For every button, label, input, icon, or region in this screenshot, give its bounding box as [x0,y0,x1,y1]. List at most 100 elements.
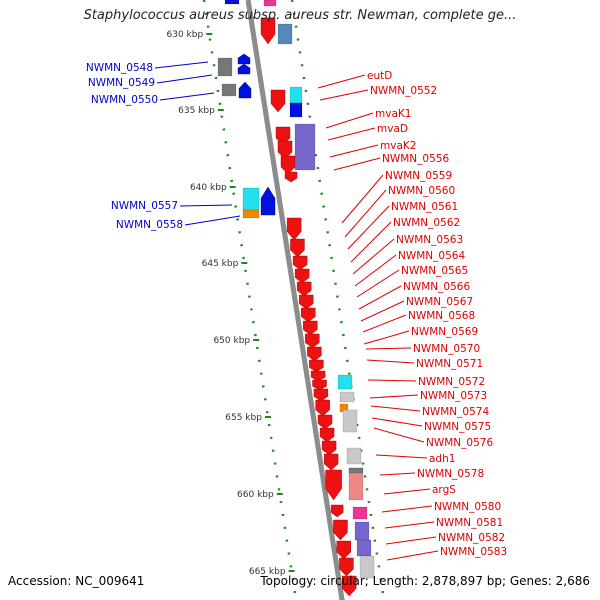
gene-block-light-gray [342,409,358,433]
ruler-tick-label: 645 kbp [202,259,239,269]
reverse-gene-arrow [307,346,322,362]
reverse-gene-label: NWMN_0567 [406,296,473,308]
reverse-gene-arrow [299,294,314,310]
reverse-gene-label: NWMN_0566 [403,281,470,293]
reverse-gene-label: NWMN_0561 [391,201,458,213]
reverse-gene-label: mvaK1 [375,108,411,120]
reverse-gene-arrow [309,359,324,373]
reverse-gene-arrow [315,399,330,417]
forward-gene-arrow [260,186,276,216]
reverse-gene-label: NWMN_0568 [408,310,475,322]
leader-line [358,285,402,310]
forward-gene-arrow [237,63,251,75]
reverse-gene-label: NWMN_0562 [393,217,460,229]
reverse-gene-label: NWMN_0559 [385,170,452,182]
gene-block-steel [277,23,293,45]
reverse-gene-arrow [333,519,348,541]
reverse-gene-arrow [313,388,329,402]
reverse-gene-label: NWMN_0563 [396,234,463,246]
reverse-gene-label: NWMN_0564 [398,250,465,262]
leader-line [154,61,209,69]
ruler-tick-label: 660 kbp [237,490,274,500]
reverse-gene-arrow [277,140,293,160]
gene-block-purple [294,123,316,171]
reverse-gene-arrow [330,504,344,518]
ruler-tick-label: 640 kbp [190,183,227,193]
reverse-gene-label: NWMN_0556 [382,153,449,165]
accession-text: Accession: NC_009641 [8,574,145,588]
gene-block-gray [348,467,364,474]
reverse-gene-arrow [323,453,339,471]
reverse-gene-label: NWMN_0552 [370,85,437,97]
map-title: Staphylococcus aureus subsp. aureus str.… [83,8,517,23]
reverse-gene-label: NWMN_0582 [438,532,505,544]
reverse-gene-label: mvaD [377,123,408,135]
reverse-gene-arrow [336,540,351,560]
leader-line [365,347,412,350]
leader-line [356,269,400,298]
leader-line [366,359,415,364]
forward-gene-label: NWMN_0550 [91,94,158,106]
gene-block-gray [217,57,233,77]
reverse-gene-arrow [339,557,354,577]
reverse-gene-label: NWMN_0580 [434,501,501,513]
reverse-gene-label: NWMN_0573 [420,390,487,402]
reverse-gene-label: eutD [367,70,392,82]
reverse-gene-label: NWMN_0576 [426,437,493,449]
leader-line [354,254,397,287]
leader-line [371,417,423,427]
leader-line [386,550,439,561]
leader-line [363,330,410,345]
topology-summary: Topology: circular; Length: 2,878,897 bp… [260,574,590,588]
gene-block-light-gray [339,391,355,403]
forward-gene-label: NWMN_0549 [88,77,155,89]
reverse-gene-arrow [296,281,312,297]
gene-block-orange [242,209,260,219]
leader-line [341,174,384,224]
reverse-gene-arrow [321,440,337,456]
leader-line [319,89,369,101]
reverse-gene-arrow [305,333,320,349]
leader-line [327,127,376,141]
reverse-gene-arrow [292,255,308,271]
forward-gene-label: NWMN_0557 [111,200,178,212]
leader-line [383,488,431,495]
leader-line [156,74,213,84]
leader-line [179,204,233,207]
forward-gene-arrow [238,81,252,99]
gene-block-purple [354,521,370,541]
reverse-gene-label: NWMN_0574 [422,406,489,418]
leader-line [344,189,387,238]
gene-block-light-gray [359,555,375,579]
reverse-gene-label: NWMN_0569 [411,326,478,338]
ruler-tick-label: 665 kbp [249,567,286,577]
reverse-gene-arrow [319,427,335,443]
reverse-gene-label: NWMN_0572 [418,376,485,388]
reverse-gene-arrow [290,238,305,258]
ruler-tick-label: 630 kbp [167,30,204,40]
gene-block-light-gray [346,447,362,465]
leader-line [373,427,425,443]
gene-block-gray [221,83,237,97]
reverse-gene-arrow [301,307,316,323]
leader-line [367,379,417,382]
reverse-gene-arrow [310,370,326,382]
reverse-gene-label: adh1 [429,453,455,465]
reverse-gene-arrow [317,414,333,430]
leader-line [384,521,435,529]
forward-gene-arrow [237,53,251,65]
reverse-gene-arrow [286,217,302,241]
ruler-tick-label: 635 kbp [178,106,215,116]
gene-block-pink [352,506,368,520]
reverse-gene-label: NWMN_0571 [416,358,483,370]
leader-line [360,300,405,322]
leader-line [329,144,379,158]
leader-line [375,454,428,459]
reverse-gene-label: NWMN_0578 [417,468,484,480]
leader-line [184,215,241,226]
reverse-gene-label: NWMN_0575 [424,421,491,433]
leader-line [350,221,392,263]
reverse-gene-label: NWMN_0560 [388,185,455,197]
reverse-gene-arrow [270,89,286,113]
